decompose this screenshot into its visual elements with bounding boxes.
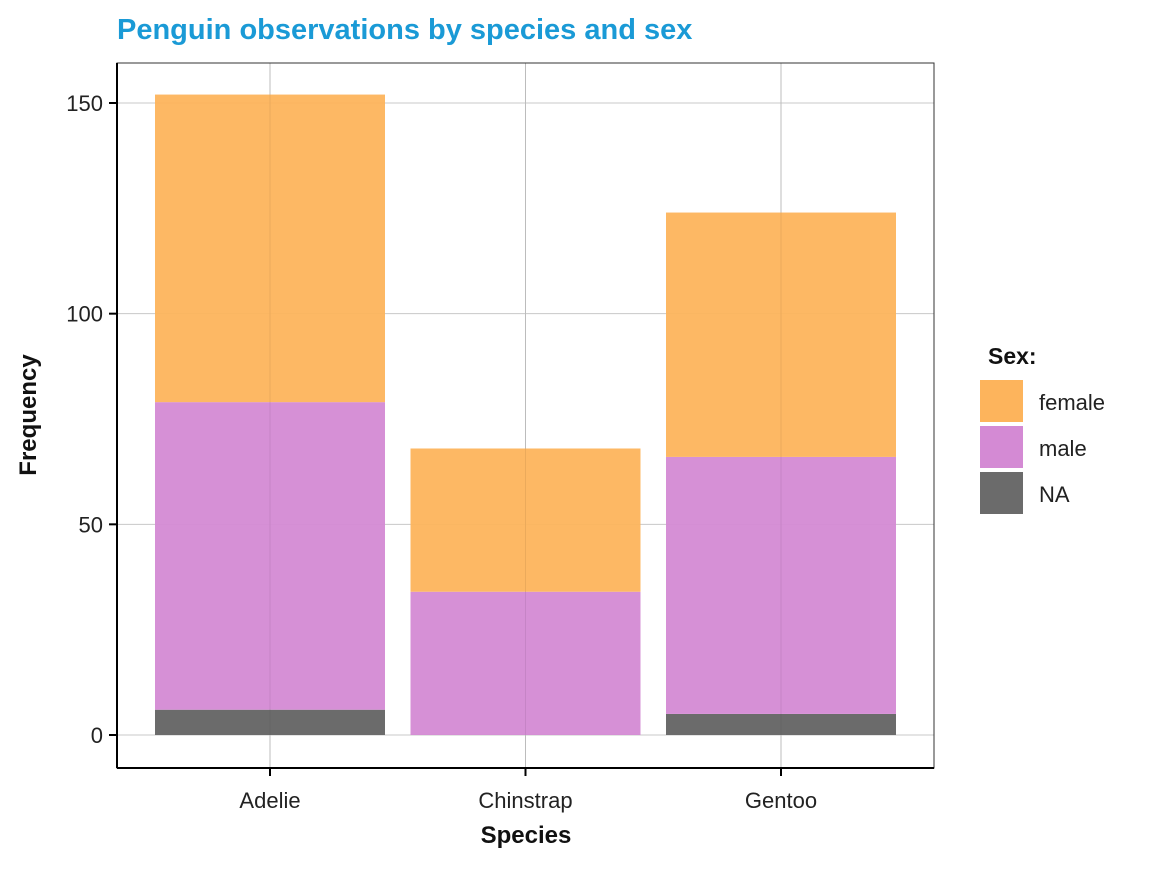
legend-swatch-na — [980, 472, 1023, 514]
y-tick-label: 50 — [79, 512, 103, 537]
y-tick-label: 100 — [66, 302, 103, 327]
bar-chinstrap-male — [410, 591, 641, 735]
bar-gentoo-male — [666, 456, 896, 714]
legend-label-na: NA — [1039, 482, 1070, 507]
bars — [155, 63, 896, 768]
x-ticks: Adelie Chinstrap Gentoo — [239, 768, 817, 813]
bar-gentoo-female — [666, 212, 896, 457]
x-axis-label: Species — [481, 822, 572, 849]
bar-adelie-na — [155, 709, 385, 735]
x-tick-label: Adelie — [239, 788, 300, 813]
legend-title: Sex: — [988, 343, 1037, 369]
bar-adelie-male — [155, 402, 385, 710]
x-tick-label: Chinstrap — [478, 788, 572, 813]
y-tick-label: 0 — [91, 723, 103, 748]
chart-title: Penguin observations by species and sex — [117, 14, 692, 46]
bar-gentoo-na — [666, 713, 896, 735]
y-ticks: 0 50 100 150 — [66, 91, 117, 748]
bar-adelie-female — [155, 94, 385, 403]
bar-chinstrap-female — [410, 448, 641, 592]
legend: Sex: female male NA — [980, 343, 1105, 514]
legend-label-male: male — [1039, 436, 1087, 461]
legend-swatch-male — [980, 426, 1023, 468]
y-axis-label: Frequency — [15, 354, 42, 476]
y-tick-label: 150 — [66, 91, 103, 116]
legend-swatch-female — [980, 380, 1023, 422]
x-tick-label: Gentoo — [745, 788, 817, 813]
legend-label-female: female — [1039, 390, 1105, 415]
